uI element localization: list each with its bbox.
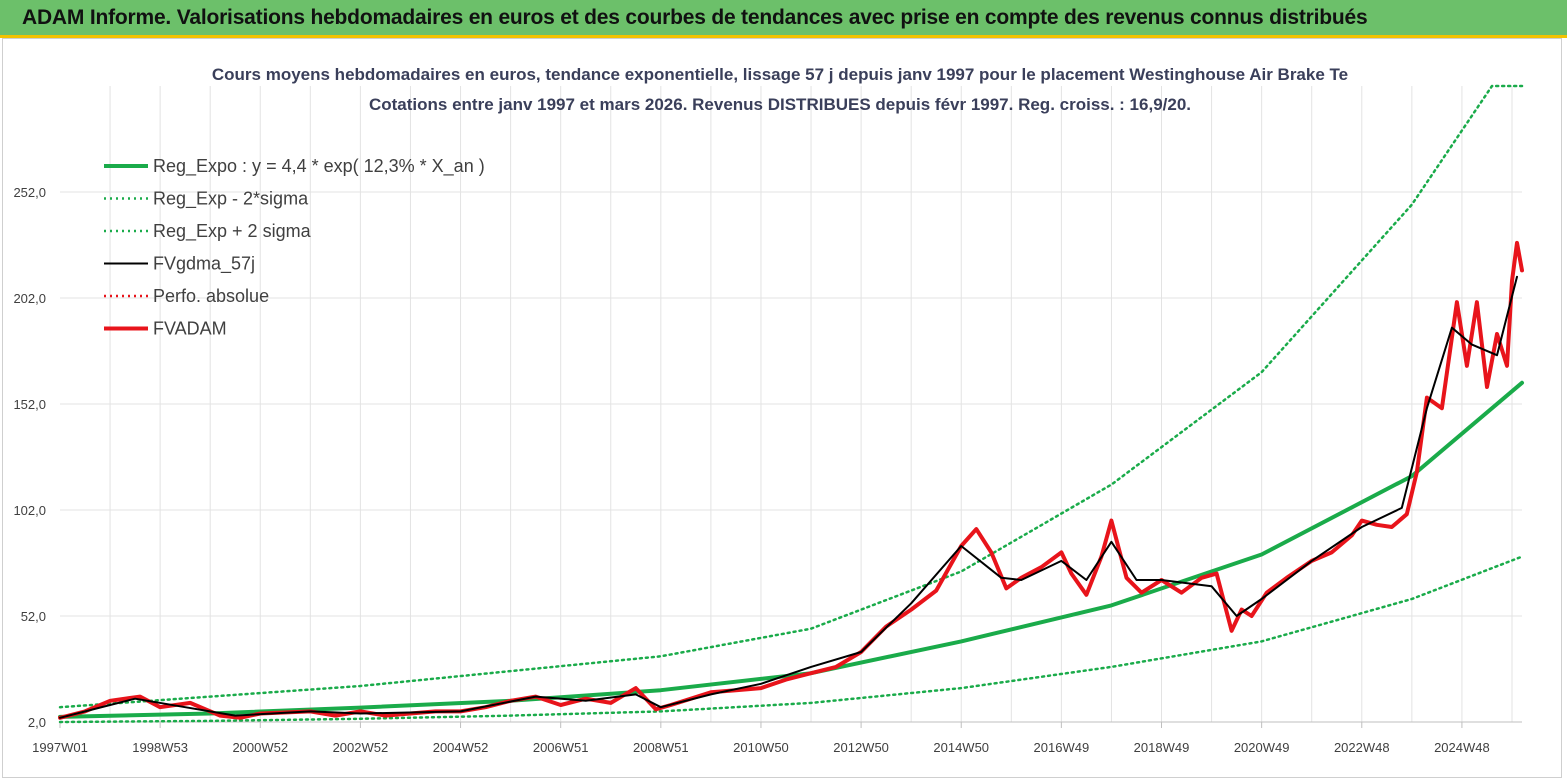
x-tick-label: 2000W52 xyxy=(232,740,288,755)
legend-label-price: FVADAM xyxy=(153,319,227,339)
x-tick-label: 1998W53 xyxy=(132,740,188,755)
x-tick-label: 2018W49 xyxy=(1134,740,1190,755)
x-tick-label: 2004W52 xyxy=(433,740,489,755)
series-line-price xyxy=(58,240,1524,720)
series-line-lower xyxy=(58,555,1524,724)
x-tick-label: 2006W51 xyxy=(533,740,589,755)
chart-frame xyxy=(2,38,1562,778)
legend-label-upper: Reg_Exp + 2 sigma xyxy=(153,221,312,242)
series xyxy=(58,84,1524,724)
grid xyxy=(60,86,1522,722)
x-tick-label: 2020W49 xyxy=(1234,740,1290,755)
x-tick-label: 2008W51 xyxy=(633,740,689,755)
series-line-trend xyxy=(58,380,1524,719)
y-tick-label: 2,0 xyxy=(28,715,46,730)
x-tick-label: 2010W50 xyxy=(733,740,789,755)
y-tick-label: 202,0 xyxy=(13,291,46,306)
y-tick-label: 252,0 xyxy=(13,185,46,200)
x-tick-label: 1997W01 xyxy=(32,740,88,755)
legend-label-trend: Reg_Expo : y = 4,4 * exp( 12,3% * X_an ) xyxy=(153,156,485,177)
legend-label-smooth: FVgdma_57j xyxy=(153,254,255,275)
axes: 2,0 52,0 102,0 152,0 202,0 252,0 1997W01 1998W5… xyxy=(13,185,1522,755)
x-tick-label: 2014W50 xyxy=(933,740,989,755)
y-tick-label: 102,0 xyxy=(13,503,46,518)
x-tick-label: 2002W52 xyxy=(333,740,389,755)
y-tick-label: 152,0 xyxy=(13,397,46,412)
x-tick-label: 2012W50 xyxy=(833,740,889,755)
x-tick-label: 2022W48 xyxy=(1334,740,1390,755)
x-tick-label: 2024W48 xyxy=(1434,740,1490,755)
series-line-smooth xyxy=(59,275,1518,719)
report-banner: ADAM Informe. Valorisations hebdomadaire… xyxy=(0,0,1567,38)
chart-title: Cours moyens hebdomadaires en euros, ten… xyxy=(212,65,1348,84)
chart-subtitle: Cotations entre janv 1997 et mars 2026. … xyxy=(369,95,1191,114)
legend-label-lower: Reg_Exp - 2*sigma xyxy=(153,189,309,210)
report-banner-title: ADAM Informe. Valorisations hebdomadaire… xyxy=(22,6,1368,29)
legend-label-perfo: Perfo. absolue xyxy=(153,286,269,306)
y-tick-label: 52,0 xyxy=(21,609,46,624)
series-line-upper xyxy=(58,84,1524,709)
x-tick-label: 2016W49 xyxy=(1034,740,1090,755)
legend: Reg_Expo : y = 4,4 * exp( 12,3% * X_an )… xyxy=(104,156,485,339)
